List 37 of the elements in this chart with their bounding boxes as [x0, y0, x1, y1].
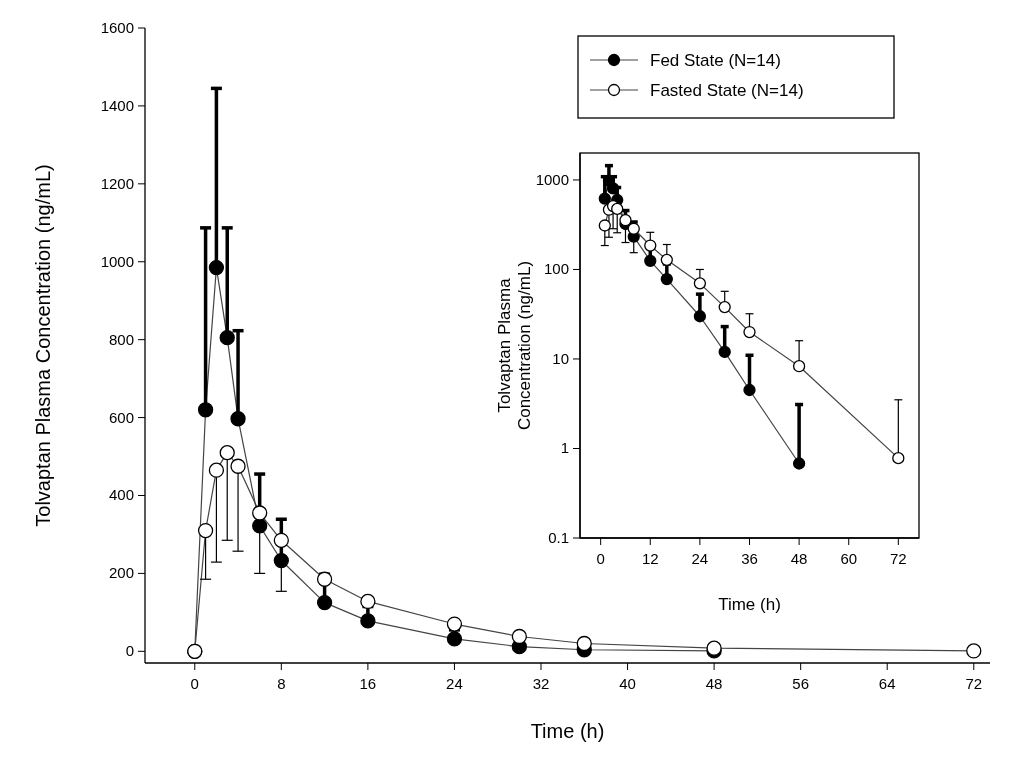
x-tick-label: 36: [741, 550, 758, 567]
y-tick-label: 0.1: [548, 529, 569, 546]
y-tick-label: 1: [560, 439, 569, 457]
y-tick-label: 600: [108, 408, 134, 426]
y-tick-label: 1600: [100, 19, 134, 36]
legend-label: Fed State (N=14): [650, 51, 781, 70]
x-tick-label: 48: [790, 550, 808, 567]
x-tick-label: 64: [878, 675, 896, 692]
x-tick-label: 56: [792, 675, 809, 692]
x-tick-label: 32: [532, 675, 550, 692]
x-tick-label: 24: [446, 675, 463, 692]
x-tick-label: 60: [840, 550, 858, 567]
x-tick-label: 72: [965, 675, 983, 692]
y-tick-label: 10: [552, 349, 569, 367]
y-tick-label: 400: [108, 486, 134, 504]
x-axis-title: Time (h): [718, 595, 781, 614]
legend-label: Fasted State (N=14): [650, 81, 804, 100]
y-tick-label: 1400: [100, 96, 134, 114]
x-tick-label: 8: [277, 675, 286, 692]
x-tick-label: 12: [641, 550, 659, 567]
x-tick-label: 40: [619, 675, 636, 692]
y-tick-label: 1200: [100, 174, 134, 192]
y-tick-label: 1000: [535, 170, 569, 188]
y-tick-label: 0: [125, 642, 134, 660]
x-tick-label: 72: [889, 550, 907, 567]
y-axis-title: Tolvaptan Plasma Concentration (ng/mL): [494, 260, 535, 431]
x-tick-label: 24: [691, 550, 709, 567]
y-tick-label: 1000: [100, 252, 134, 270]
x-tick-label: 0: [190, 675, 199, 692]
y-axis-title: Tolvaptan Plasma Concentration (ng/mL): [32, 164, 54, 527]
y-tick-label: 800: [108, 330, 134, 348]
x-axis-title: Time (h): [530, 720, 605, 742]
x-tick-label: 0: [596, 550, 605, 567]
y-tick-label: 200: [108, 564, 134, 582]
x-tick-label: 48: [705, 675, 723, 692]
x-tick-label: 16: [359, 675, 377, 692]
y-tick-label: 100: [543, 260, 569, 278]
